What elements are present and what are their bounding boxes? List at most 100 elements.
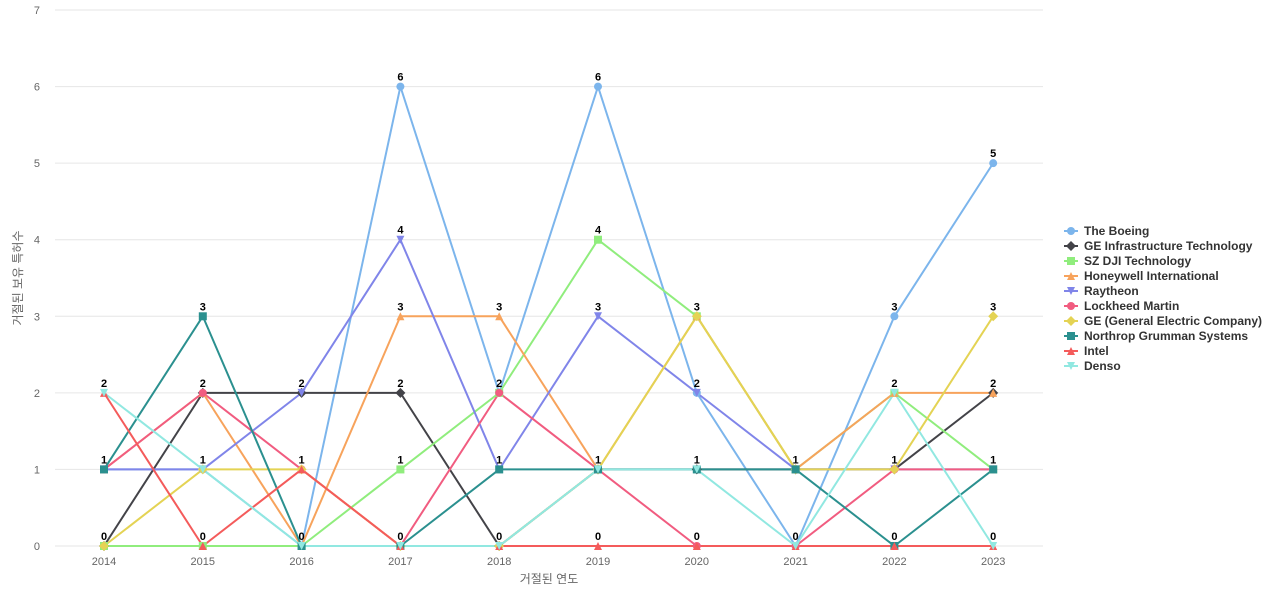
data-label: 0 xyxy=(496,531,502,543)
data-label: 0 xyxy=(299,531,305,543)
data-point-denso xyxy=(791,542,800,550)
x-tick-label: 2017 xyxy=(388,556,412,568)
y-tick-label: 7 xyxy=(34,5,40,17)
y-tick-label: 4 xyxy=(34,235,40,247)
legend-swatch-marker xyxy=(1067,362,1075,370)
x-tick-label: 2020 xyxy=(685,556,709,568)
data-label: 1 xyxy=(990,454,996,466)
data-label: 6 xyxy=(397,72,403,84)
data-label: 4 xyxy=(397,225,404,237)
legend-item[interactable]: Northrop Grumman Systems xyxy=(1064,329,1248,343)
legend-item[interactable]: The Boeing xyxy=(1064,224,1149,238)
data-label: 2 xyxy=(101,378,107,390)
data-label: 1 xyxy=(496,454,502,466)
data-label: 0 xyxy=(694,531,700,543)
data-label: 1 xyxy=(595,454,601,466)
data-point-the-boeing xyxy=(989,159,998,168)
legend-label: SZ DJI Technology xyxy=(1084,254,1191,268)
data-label: 1 xyxy=(694,454,700,466)
data-point-denso xyxy=(297,542,306,550)
data-point-denso xyxy=(396,542,405,550)
data-point-northrop-grumman-systems xyxy=(495,465,504,474)
legend-label: GE (General Electric Company) xyxy=(1084,314,1262,328)
data-label: 3 xyxy=(200,301,206,313)
y-axis-ticks: 0 1 2 3 4 5 6 7 xyxy=(34,5,40,553)
legend-label: Raytheon xyxy=(1084,284,1139,298)
data-label: 3 xyxy=(891,301,897,313)
legend-item[interactable]: SZ DJI Technology xyxy=(1064,254,1191,268)
data-point-raytheon xyxy=(692,388,701,397)
data-point-denso xyxy=(692,465,701,474)
legend-item[interactable]: Honeywell International xyxy=(1064,269,1219,283)
legend-swatch-marker xyxy=(1067,257,1075,265)
legend-item[interactable]: Raytheon xyxy=(1064,284,1139,298)
data-point-ge-infrastructure-technology xyxy=(395,387,406,398)
legend-label: Honeywell International xyxy=(1084,269,1219,283)
legend-item[interactable]: GE (General Electric Company) xyxy=(1064,314,1262,328)
data-point-ge-general-electric-company xyxy=(889,464,900,475)
x-axis-title: 거절된 연도 xyxy=(520,572,579,586)
data-point-the-boeing xyxy=(396,82,405,91)
data-label: 2 xyxy=(694,378,700,390)
data-point-denso xyxy=(100,388,108,397)
data-point-intel xyxy=(297,465,306,474)
series-line-raytheon xyxy=(103,238,995,471)
data-label: 0 xyxy=(397,531,403,543)
legend-swatch-marker xyxy=(1066,241,1076,251)
x-tick-label: 2014 xyxy=(92,556,116,568)
legend-item[interactable]: Lockheed Martin xyxy=(1064,299,1179,313)
legend-label: Denso xyxy=(1084,359,1121,373)
data-label: 4 xyxy=(595,225,602,237)
x-tick-label: 2022 xyxy=(882,556,906,568)
data-point-intel xyxy=(692,542,701,550)
series-markers xyxy=(99,82,999,551)
legend-item[interactable]: Intel xyxy=(1064,344,1109,358)
legend-swatch-marker xyxy=(1067,332,1075,340)
data-label: 3 xyxy=(397,301,403,313)
data-point-lockheed-martin xyxy=(198,388,207,397)
y-tick-label: 0 xyxy=(34,541,40,553)
legend-item[interactable]: GE Infrastructure Technology xyxy=(1064,239,1253,253)
legend-swatch-marker xyxy=(1067,227,1075,235)
data-point-honeywell-international xyxy=(495,312,504,321)
legend-label: Lockheed Martin xyxy=(1084,299,1179,313)
legend-swatch-marker xyxy=(1066,316,1076,326)
legend-swatch-marker xyxy=(1067,302,1075,310)
y-tick-label: 6 xyxy=(34,82,40,94)
data-label: 3 xyxy=(595,301,601,313)
data-label: 5 xyxy=(990,148,996,160)
data-point-raytheon xyxy=(396,235,405,244)
data-label: 1 xyxy=(299,454,305,466)
data-point-denso xyxy=(594,465,602,474)
legend-swatch-marker xyxy=(1067,272,1075,280)
legend-label: The Boeing xyxy=(1084,224,1149,238)
legend-label: Northrop Grumman Systems xyxy=(1084,329,1248,343)
x-tick-label: 2021 xyxy=(783,556,807,568)
data-label: 1 xyxy=(101,454,107,466)
x-axis-ticks: 2014 2015 2016 2017 2018 2019 2020 2021 2022 2023 xyxy=(92,556,1006,568)
legend-item[interactable]: Denso xyxy=(1064,359,1121,373)
series-line-denso xyxy=(103,391,995,547)
y-tick-label: 5 xyxy=(34,158,40,170)
data-label: 0 xyxy=(200,531,206,543)
data-point-northrop-grumman-systems xyxy=(100,465,108,474)
data-label: 0 xyxy=(990,531,996,543)
x-tick-label: 2018 xyxy=(487,556,511,568)
data-label: 1 xyxy=(793,454,799,466)
data-label: 0 xyxy=(891,531,897,543)
data-point-denso xyxy=(495,542,504,550)
data-point-denso xyxy=(198,465,207,474)
data-label: 2 xyxy=(496,378,502,390)
series-line-northrop-grumman-systems xyxy=(103,315,995,547)
y-axis-title: 거절된 보유 특허수 xyxy=(11,231,25,326)
data-point-the-boeing xyxy=(594,82,602,91)
legend-label: Intel xyxy=(1084,344,1109,358)
data-labels: 2 1 0 3 2 1 0 2 1 0 6 4 3 2 1 0 3 2 1 0 6 4 3 1 0 3 2 1 0 1 0 3 2 1 0 5 3 2 1 0 xyxy=(101,72,996,543)
data-point-raytheon xyxy=(297,388,306,397)
data-point-honeywell-international xyxy=(396,312,405,321)
data-point-sz-dji-technology xyxy=(396,465,405,474)
data-label: 2 xyxy=(990,378,996,390)
